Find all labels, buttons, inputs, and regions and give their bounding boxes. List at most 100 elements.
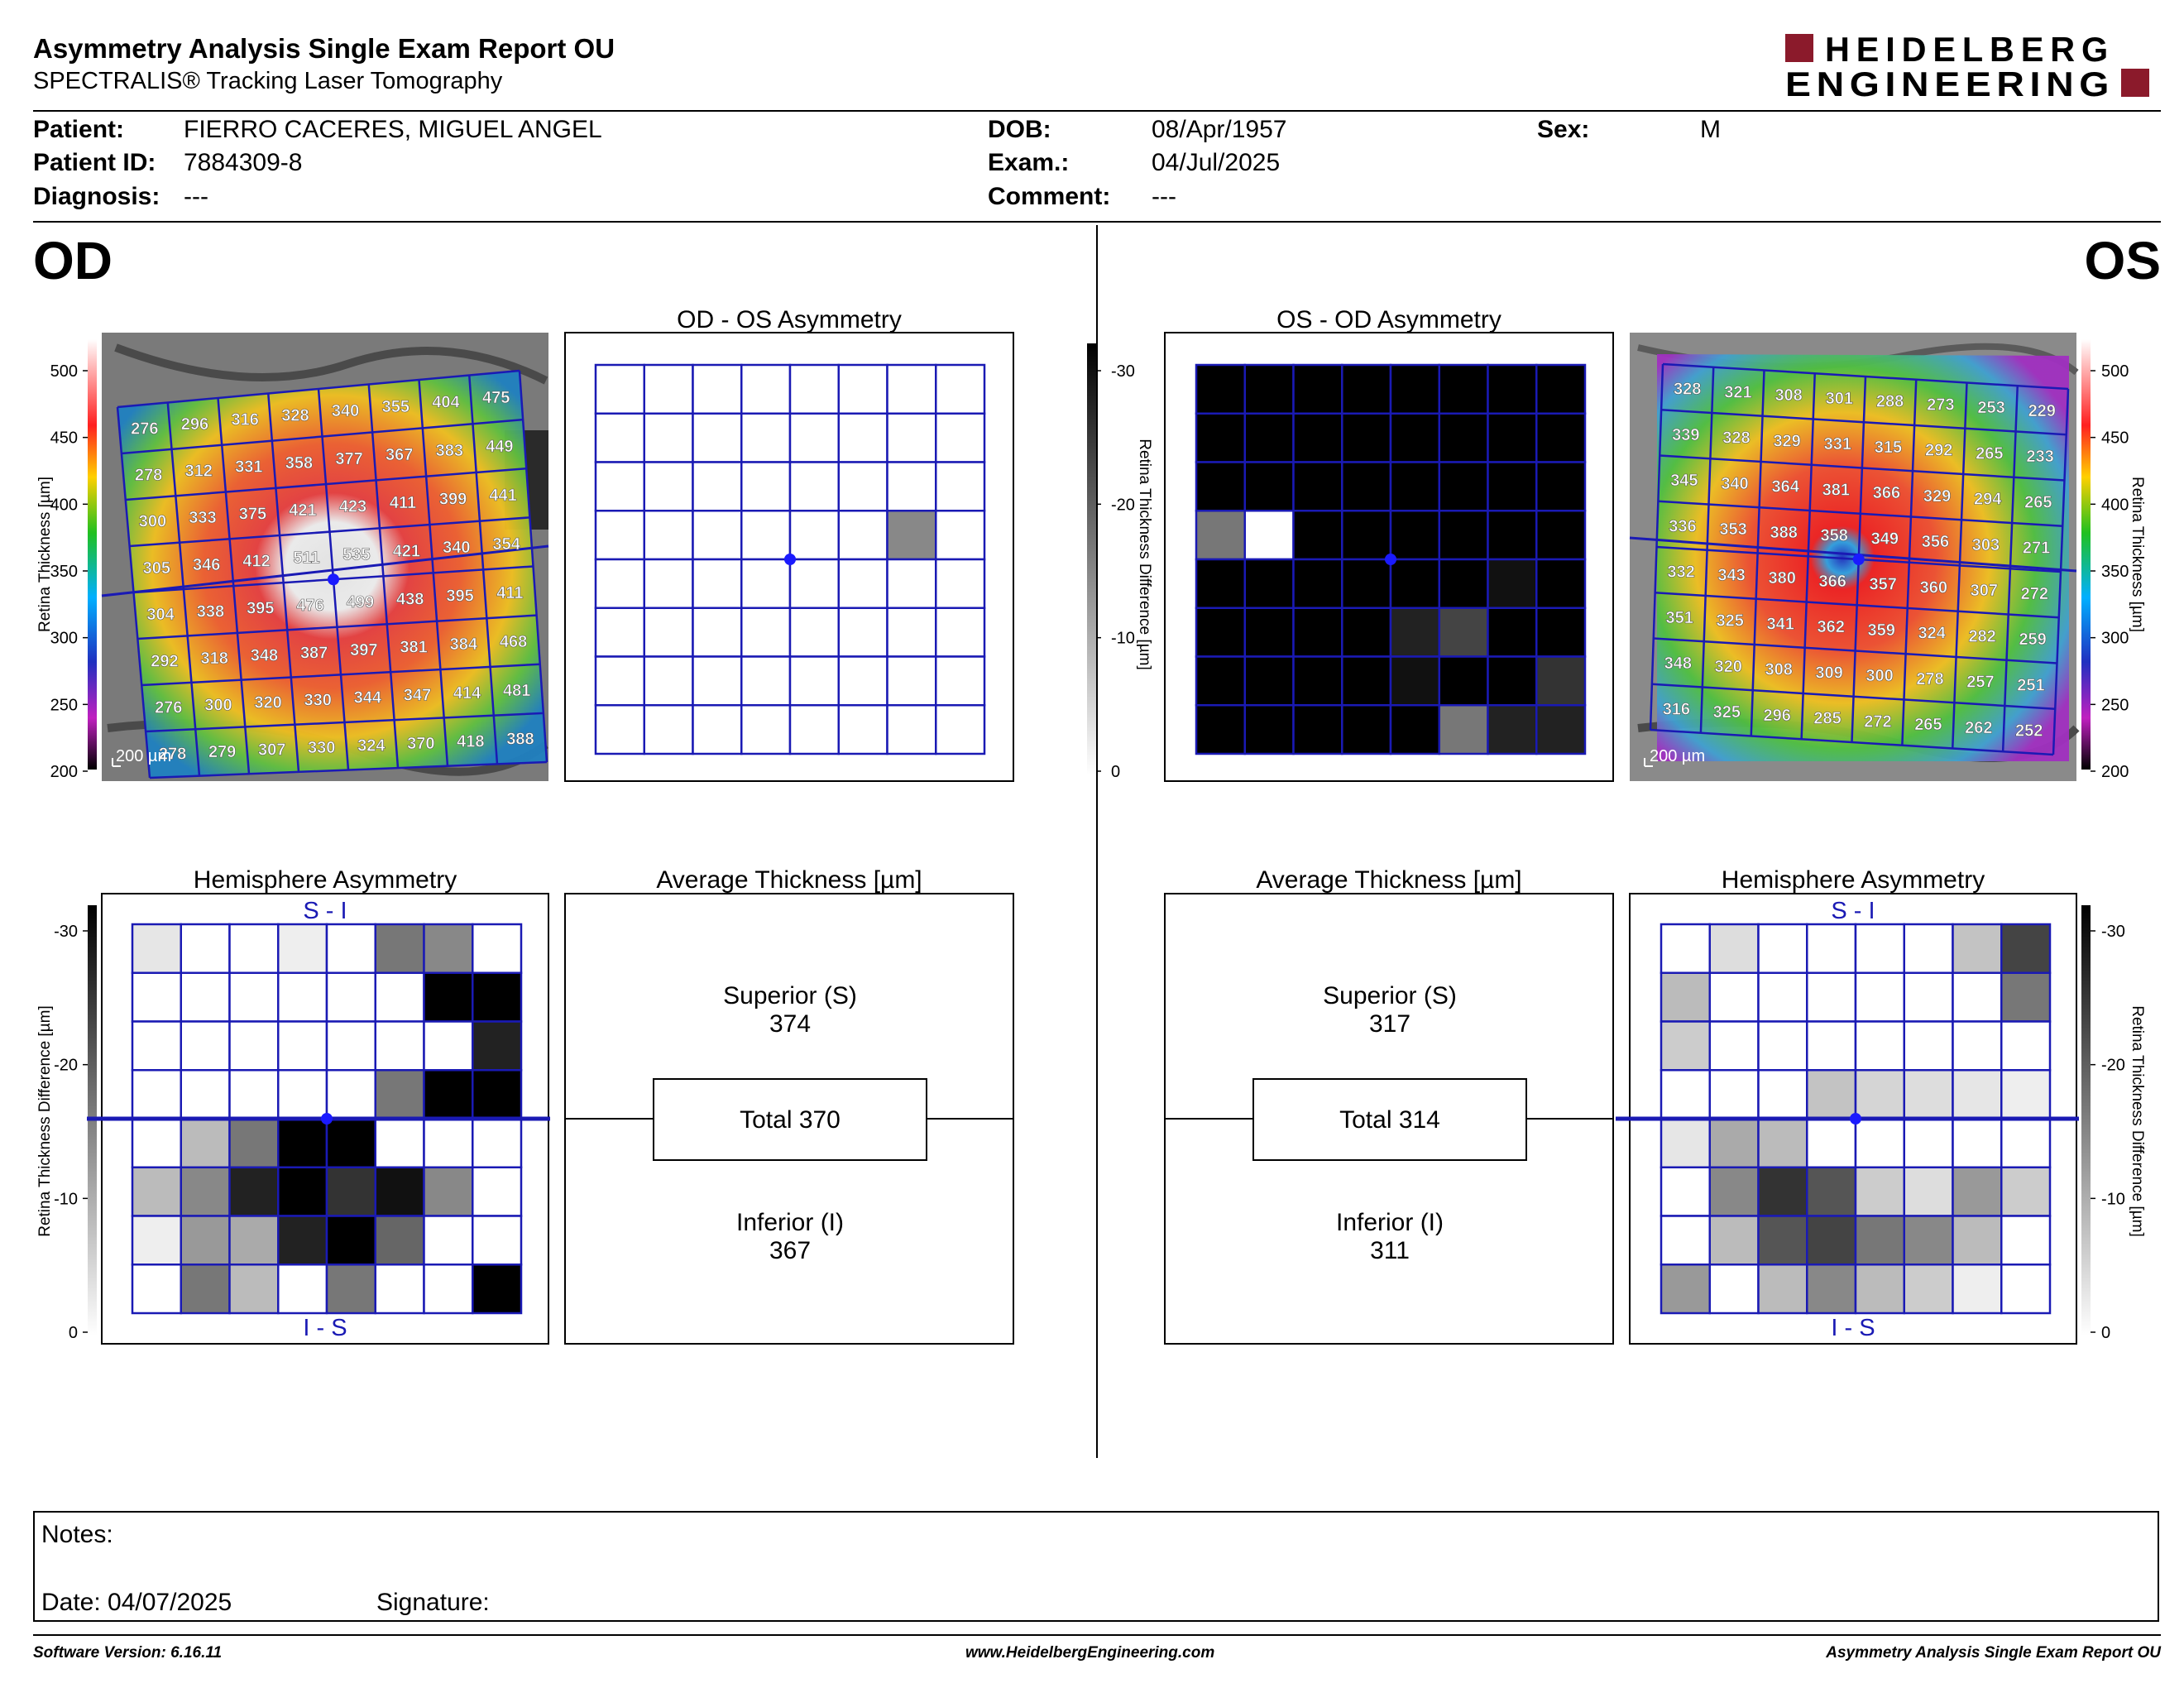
os-thickness-value-r5c2: 341: [1766, 615, 1794, 633]
os-asymmetry-cell-r2c2: [1292, 461, 1343, 512]
os-asymmetry-cell-r7c0: [1195, 704, 1246, 755]
center-diff-scale-tick-label-2: -10: [1111, 630, 1135, 648]
od-asymmetry-cell-r3c5: [837, 510, 888, 561]
os-thickness-value-r6c2: 308: [1765, 661, 1792, 679]
od-asymmetry-cell-r4c7: [935, 558, 986, 609]
center-diff-axis-title: Retina Thickness Difference [µm]: [1136, 439, 1153, 670]
od-hemisphere-cell-r5c6: [423, 1166, 474, 1217]
os-asymmetry-cell-r2c1: [1243, 461, 1295, 512]
od-asymmetry-cell-r1c5: [837, 412, 888, 463]
os-asymmetry-cell-r7c5: [1438, 704, 1489, 755]
od-hemisphere-cell-r5c4: [325, 1166, 376, 1217]
od-scale-bar: [112, 758, 121, 767]
od-hemisphere-cell-r2c6: [423, 1020, 474, 1072]
os-asymmetry-cell-r1c7: [1535, 412, 1587, 463]
od-asymmetry-cell-r1c1: [643, 412, 694, 463]
od-asymmetry-cell-r6c7: [935, 655, 986, 707]
od-hemisphere-cell-r6c4: [325, 1215, 376, 1266]
os-thickness-value-r4c6: 307: [1971, 582, 1998, 600]
os-thickness-value-r3c6: 303: [1972, 536, 2000, 554]
os-thickness-value-r7c0: 316: [1663, 700, 1690, 718]
os-total-box: [1252, 1078, 1527, 1161]
od-hemisphere-cell-r5c5: [374, 1166, 425, 1217]
os-hemisphere-fovea-dot: [1850, 1113, 1861, 1125]
od-thickness-axis-title: Retina Thickness [µm]: [36, 477, 54, 632]
os-hemisphere-cell-r4c0: [1660, 1117, 1711, 1168]
os-asymmetry-cell-r3c0: [1195, 510, 1246, 561]
os-thickness-value-r6c6: 257: [1966, 674, 1994, 692]
od-hemisphere-cell-r2c3: [277, 1020, 328, 1072]
os-thickness-value-r7c2: 296: [1763, 707, 1790, 725]
os-thickness-value-r4c2: 380: [1768, 569, 1795, 587]
od-hemisphere-cell-r3c5: [374, 1069, 425, 1120]
os-asymmetry-cell-r5c6: [1487, 607, 1538, 658]
os-hemisphere-cell-r1c2: [1757, 971, 1808, 1023]
os-asymmetry-fovea-dot: [1385, 554, 1396, 565]
os-hemisphere-cell-r3c1: [1708, 1069, 1760, 1120]
os-thickness-value-r0c5: 273: [1927, 396, 1954, 414]
website-link[interactable]: www.HeidelbergEngineering.com: [965, 1644, 1215, 1662]
od-asymmetry-cell-r5c0: [594, 607, 645, 658]
od-eye-label: OD: [33, 231, 113, 290]
od-thickness-value-r3c0: 305: [143, 559, 170, 578]
os-asymmetry-cell-r4c3: [1341, 558, 1392, 609]
od-asymmetry-cell-r5c5: [837, 607, 888, 658]
od-hemisphere-cell-r0c7: [472, 923, 523, 974]
od-thickness-value-r4c0: 304: [146, 606, 175, 624]
os-thickness-value-r1c3: 331: [1824, 435, 1851, 453]
od-thickness-scale-tick-label-6: 200: [50, 763, 78, 781]
os-thickness-value-r3c4: 349: [1871, 530, 1899, 548]
od-thickness-value-r6c1: 300: [204, 697, 232, 715]
od-hemisphere-cell-r1c6: [423, 971, 474, 1023]
os-thickness-value-r6c7: 251: [2017, 676, 2044, 694]
od-asymmetry-cell-r4c3: [740, 558, 792, 609]
os-thickness-value-r4c0: 332: [1667, 563, 1694, 582]
os-hemisphere-axis-title: Retina Thickness Difference [µm]: [2129, 1005, 2146, 1237]
od-hemisphere-cell-r3c2: [228, 1069, 280, 1120]
os-thickness-scale-tick-label-4: 300: [2101, 630, 2129, 648]
signature-label: Signature:: [376, 1589, 490, 1616]
os-hemisphere-cell-r7c7: [2000, 1264, 2052, 1315]
os-hemisphere-cell-r3c3: [1806, 1069, 1857, 1120]
od-thickness-value-r7c2: 307: [258, 741, 285, 760]
od-hemisphere-cell-r2c0: [131, 1020, 182, 1072]
od-asymmetry-cell-r6c3: [740, 655, 792, 707]
os-thickness-value-r0c3: 301: [1826, 390, 1853, 408]
os-asymmetry-cell-r5c5: [1438, 607, 1489, 658]
patient-id-label: Patient ID:: [33, 149, 156, 176]
software-version: Software Version: 6.16.11: [33, 1644, 223, 1662]
os-hemisphere-cell-r2c6: [1952, 1020, 2003, 1072]
os-thickness-value-r1c4: 315: [1875, 439, 1902, 457]
od-s-i-label: S - I: [303, 898, 347, 924]
od-hemisphere-title: Hemisphere Asymmetry: [193, 866, 457, 894]
od-hemisphere-cell-r7c3: [277, 1264, 328, 1315]
od-asymmetry-cell-r4c2: [692, 558, 743, 609]
os-hemisphere-cell-r3c5: [1903, 1069, 1954, 1120]
od-hemisphere-cell-r2c2: [228, 1020, 280, 1072]
os-thickness-value-r2c7: 265: [2024, 493, 2052, 511]
os-thickness-scale-tick-label-2: 400: [2101, 496, 2129, 514]
date-label: Date: 04/07/2025: [41, 1589, 232, 1616]
os-hemisphere-grid: [1616, 923, 2079, 1315]
od-thickness-value-r7c4: 324: [357, 736, 386, 755]
os-thickness-colorbar: [2081, 339, 2091, 770]
logo-text-line2: ENGINEERING: [1785, 65, 2115, 103]
od-hemisphere-cell-r6c7: [472, 1215, 523, 1266]
od-asymmetry-cell-r3c0: [594, 510, 645, 561]
od-thickness-grid-line-h5: [137, 614, 537, 640]
od-asymmetry-fovea-dot: [784, 554, 796, 565]
od-asymmetry-cell-r3c7: [935, 510, 986, 561]
od-asymmetry-cell-r5c2: [692, 607, 743, 658]
os-asymmetry-cell-r4c4: [1389, 558, 1440, 609]
od-thickness-value-r7c7: 388: [506, 731, 534, 749]
od-asymmetry-cell-r7c7: [935, 704, 986, 755]
od-thickness-value-r4c6: 395: [446, 587, 473, 606]
os-hemisphere-cell-r7c2: [1757, 1264, 1808, 1315]
od-thickness-value-r7c0: 278: [159, 746, 186, 764]
notes-box[interactable]: [33, 1511, 2159, 1622]
od-hemisphere-cell-r4c1: [180, 1117, 231, 1168]
os-hemisphere-cell-r5c3: [1806, 1166, 1857, 1217]
od-thickness-value-r7c1: 279: [208, 743, 236, 761]
os-thickness-value-r4c7: 272: [2021, 585, 2048, 603]
od-thickness-value-r3c5: 421: [393, 542, 420, 560]
